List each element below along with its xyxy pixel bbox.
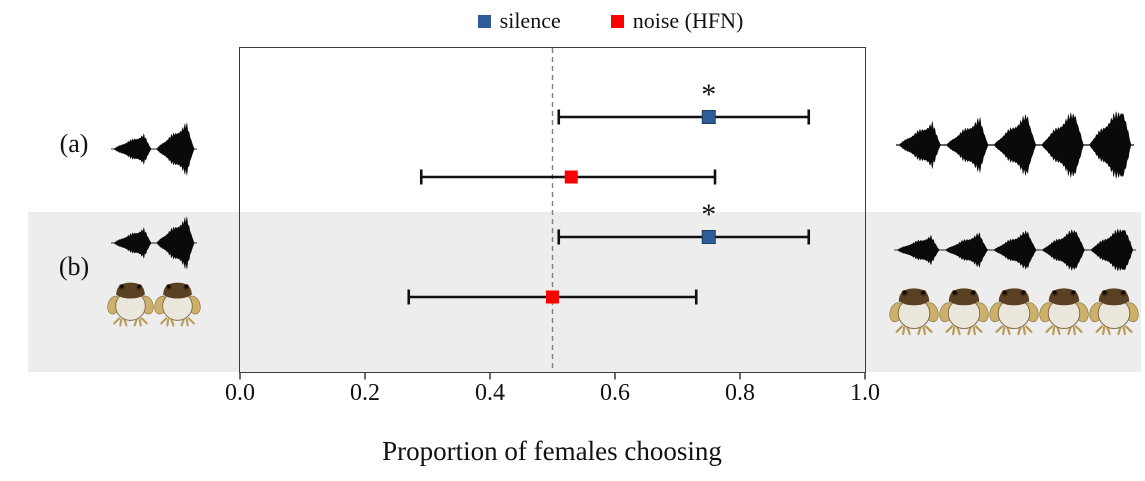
frog-graphic xyxy=(1089,288,1139,336)
legend-item-noise: noise (HFN) xyxy=(610,8,744,33)
significance-asterisk: * xyxy=(701,78,716,111)
frog-graphic xyxy=(989,288,1039,336)
frog-icon xyxy=(107,271,154,333)
row-label-b: (b) xyxy=(58,252,90,281)
waveform-envelope xyxy=(113,121,195,177)
data-point-marker xyxy=(701,110,716,124)
noise-swatch-icon xyxy=(610,14,624,28)
waveform-graphic xyxy=(894,228,1136,272)
frog-graphic xyxy=(889,288,939,336)
waveform-graphic xyxy=(111,215,197,271)
plot-area xyxy=(239,47,866,373)
frog-graphic xyxy=(154,282,201,327)
frog-icon xyxy=(154,271,201,333)
x-tick-label: 0.8 xyxy=(725,380,755,406)
data-point-marker xyxy=(546,290,559,304)
x-tick-label: 0.6 xyxy=(600,380,630,406)
robofrogs-b-left-group xyxy=(107,271,202,333)
frog-graphic xyxy=(1039,288,1089,336)
data-point-marker xyxy=(564,170,578,184)
waveform-envelope xyxy=(896,228,1134,272)
frog-icon xyxy=(989,277,1039,341)
row-label-a: (a) xyxy=(59,129,89,158)
waveform-envelope xyxy=(113,215,195,271)
waveform-envelope xyxy=(898,111,1132,179)
frog-graphic xyxy=(107,282,154,327)
waveform-a-left-2-calls-icon xyxy=(111,119,197,179)
data-point-marker xyxy=(701,230,716,244)
legend-label-noise: noise (HFN) xyxy=(632,8,744,33)
x-tick-label: 0.2 xyxy=(350,380,380,406)
legend-item-silence: silence xyxy=(477,8,561,33)
frog-icon xyxy=(1089,277,1139,341)
robofrogs-b-right-group xyxy=(889,277,1139,341)
x-tick-label: 0.4 xyxy=(475,380,505,406)
waveform-b-right-5-calls-icon xyxy=(894,221,1136,279)
legend: silence noise (HFN) xyxy=(38,10,1145,32)
x-axis-title: Proportion of females choosing xyxy=(382,436,722,466)
silence-swatch-icon xyxy=(477,14,491,28)
waveform-graphic xyxy=(896,111,1134,179)
x-tick-label: 1.0 xyxy=(850,380,880,406)
waveform-b-left-2-calls-icon xyxy=(111,213,197,273)
waveform-graphic xyxy=(111,121,197,177)
frog-graphic xyxy=(939,288,989,336)
frog-icon xyxy=(889,277,939,341)
legend-label-silence: silence xyxy=(499,8,561,33)
significance-asterisk: * xyxy=(701,198,716,231)
waveform-a-right-5-calls-icon xyxy=(896,99,1134,191)
frog-icon xyxy=(939,277,989,341)
frog-icon xyxy=(1039,277,1089,341)
x-tick-label: 0.0 xyxy=(225,380,255,406)
